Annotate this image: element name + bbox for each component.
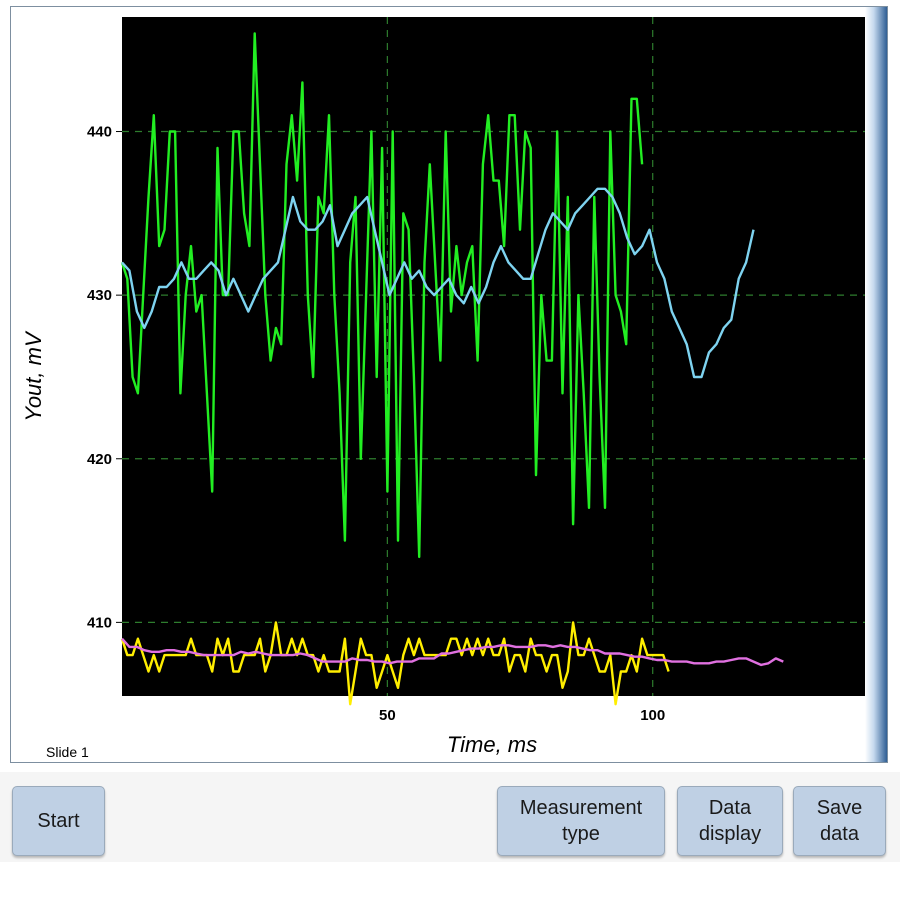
panel-scroll-edge (865, 7, 887, 762)
save-data-button-label: Save data (816, 797, 863, 845)
y-tick-label: 440 (87, 124, 112, 141)
grid (122, 17, 865, 696)
series-line-raw-bottom (120, 621, 670, 706)
series-line-raw-top (120, 32, 644, 559)
save-data-button[interactable]: Save data (793, 786, 886, 856)
series-group (120, 32, 784, 706)
series-line-avg-top (121, 187, 755, 379)
line-chart: 410 420 430 440 50 100 Time, ms Yout, mV (21, 17, 865, 757)
start-button[interactable]: Start (12, 786, 105, 856)
data-display-button[interactable]: Data display (677, 786, 783, 856)
plot-area (122, 17, 865, 696)
measurement-type-button-label: Measurement type (519, 797, 643, 845)
y-tick-label: 420 (87, 451, 112, 468)
chart-panel: 410 420 430 440 50 100 Time, ms Yout, mV Slid… (10, 6, 888, 763)
data-display-button-label: Data display (698, 797, 762, 845)
tick-labels: 410 420 430 440 50 100 (87, 124, 665, 724)
toolbar: Start Measurement type Data display Save… (0, 772, 900, 862)
x-tick-label: 50 (379, 707, 396, 724)
measurement-type-button[interactable]: Measurement type (497, 786, 665, 856)
series-line-avg-bottom (121, 637, 784, 667)
x-axis-label: Time, ms (447, 732, 537, 757)
y-tick-label: 410 (87, 614, 112, 631)
y-axis-label: Yout, mV (21, 330, 46, 422)
x-tick-label: 100 (640, 707, 665, 724)
slide-label: Slide 1 (46, 744, 89, 760)
y-tick-label: 430 (87, 287, 112, 304)
start-button-label: Start (37, 810, 80, 832)
